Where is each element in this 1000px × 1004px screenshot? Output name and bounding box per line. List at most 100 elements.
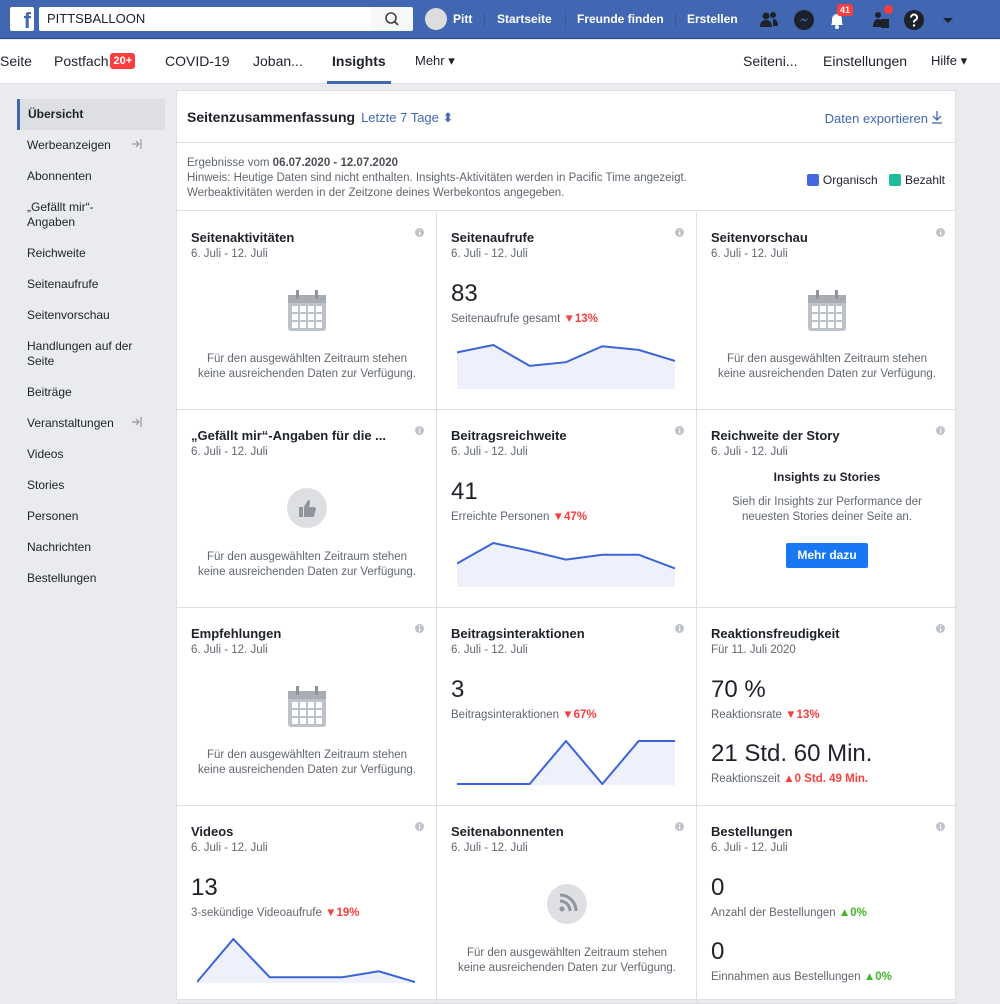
sidebar-item[interactable]: Bestellungen xyxy=(17,563,165,594)
sidebar-item-label: Beiträge xyxy=(27,385,72,399)
sparkline-chart xyxy=(457,542,675,587)
results-prefix: Ergebnisse vom xyxy=(187,157,270,169)
divider xyxy=(675,12,676,28)
metric-card: Videos 6. Juli - 12. Juli 13 3-sekündige Vi… xyxy=(177,806,437,1004)
calendar-icon xyxy=(287,686,327,728)
metric-card: Empfehlungen 6. Juli - 12. Juli Für den au… xyxy=(177,608,437,806)
pages-dot-badge xyxy=(884,5,893,14)
tab-hilfe[interactable]: Hilfe ▾ xyxy=(931,53,968,68)
find-friends-link[interactable]: Freunde finden xyxy=(577,12,664,26)
tab-einstellungen[interactable]: Einstellungen xyxy=(823,53,908,69)
info-icon[interactable] xyxy=(936,624,945,633)
change-indicator: ▲0% xyxy=(838,907,867,919)
card-date: 6. Juli - 12. Juli xyxy=(451,842,528,854)
profile-link[interactable]: Pitt xyxy=(453,12,473,26)
metric-label-text: 3-sekündige Videoaufrufe xyxy=(191,907,322,919)
external-link-icon xyxy=(131,416,143,428)
divider xyxy=(484,12,485,28)
sidebar-item[interactable]: Nachrichten xyxy=(17,532,165,563)
tab-postfach-label: Postfach xyxy=(54,53,109,69)
thumbs-up-icon xyxy=(287,488,327,530)
friend-requests-icon[interactable] xyxy=(758,9,780,31)
change-indicator: ▼13% xyxy=(785,709,820,721)
export-data-link[interactable]: Daten exportieren xyxy=(825,110,943,126)
info-icon[interactable] xyxy=(936,426,945,435)
sidebar-item[interactable]: Personen xyxy=(17,501,165,532)
tab-seiteninfo[interactable]: Seiteni... xyxy=(743,53,798,69)
tab-seite[interactable]: Seite xyxy=(0,53,32,69)
home-link[interactable]: Startseite xyxy=(497,12,552,26)
sidebar-item[interactable]: Abonnenten xyxy=(17,161,165,192)
sidebar-item[interactable]: Stories xyxy=(17,470,165,501)
metric-label-text: Seitenaufrufe gesamt xyxy=(451,313,561,325)
sidebar-item[interactable]: „Gefällt mir“-Angaben xyxy=(17,192,165,238)
tab-jobangebote[interactable]: Joban... xyxy=(253,53,303,69)
tab-postfach[interactable]: Postfach 20+ xyxy=(54,40,136,84)
metric-value: 0 xyxy=(711,874,725,901)
info-icon[interactable] xyxy=(415,822,424,831)
tab-mehr[interactable]: Mehr ▾ xyxy=(415,53,455,68)
sidebar-item-label: Abonnenten xyxy=(27,169,92,183)
info-icon[interactable] xyxy=(675,426,684,435)
legend-swatch-organic xyxy=(806,174,819,186)
search-input[interactable]: PITTSBALLOON xyxy=(39,7,371,31)
rss-icon xyxy=(547,884,587,926)
sidebar-item[interactable]: Seitenvorschau xyxy=(17,300,165,331)
insights-sidebar: Übersicht Werbeanzeigen Abonnenten „Gefällt… xyxy=(17,99,165,594)
facebook-logo-icon[interactable]: f xyxy=(10,7,34,31)
card-title: Seitenaufrufe xyxy=(451,230,535,245)
info-icon[interactable] xyxy=(415,624,424,633)
stories-heading: Insights zu Stories xyxy=(773,470,881,484)
export-label: Daten exportieren xyxy=(824,111,928,126)
info-icon[interactable] xyxy=(415,228,424,237)
more-button[interactable]: Mehr dazu xyxy=(786,543,868,568)
metric-label: Anzahl der Bestellungen ▲0% xyxy=(711,907,867,919)
metric-card: Beitragsinteraktionen 6. Juli - 12. Juli 3… xyxy=(437,608,697,806)
calendar-icon xyxy=(287,290,327,332)
sidebar-item[interactable]: Übersicht xyxy=(17,99,165,130)
notifications-icon[interactable] xyxy=(826,9,848,31)
card-title: Seitenaktivitäten xyxy=(191,230,295,245)
sidebar-item[interactable]: Seitenaufrufe xyxy=(17,269,165,300)
info-icon[interactable] xyxy=(675,624,684,633)
sidebar-item-label: Seitenaufrufe xyxy=(27,277,99,291)
pages-icon[interactable] xyxy=(870,9,892,31)
account-menu-chevron-icon[interactable] xyxy=(937,9,959,31)
date-range-select[interactable]: Letzte 7 Tage ⬍ xyxy=(361,110,454,125)
sidebar-item-label: Werbeanzeigen xyxy=(27,138,111,152)
info-icon[interactable] xyxy=(415,426,424,435)
sidebar-item[interactable]: Reichweite xyxy=(17,238,165,269)
sidebar-item-label: Videos xyxy=(27,447,64,461)
card-date: 6. Juli - 12. Juli xyxy=(451,248,528,260)
card-title: Videos xyxy=(191,824,234,839)
card-title: Beitragsreichweite xyxy=(451,428,567,443)
no-data-message: Für den ausgewählten Zeitraum stehen kei… xyxy=(197,551,416,578)
sidebar-item-label: Handlungen auf der Seite xyxy=(27,339,133,368)
card-date: 6. Juli - 12. Juli xyxy=(191,446,268,458)
avatar[interactable] xyxy=(425,8,447,30)
info-icon[interactable] xyxy=(675,822,684,831)
note-line-2: Werbeaktivitäten werden in der Zeitzone … xyxy=(187,187,565,199)
change-indicator: ▼13% xyxy=(563,313,598,325)
tab-insights[interactable]: Insights xyxy=(327,40,391,84)
sidebar-item[interactable]: Veranstaltungen xyxy=(17,408,165,439)
info-icon[interactable] xyxy=(936,822,945,831)
metric-label: Beitragsinteraktionen ▼67% xyxy=(451,709,597,721)
messenger-icon[interactable] xyxy=(793,9,815,31)
metric-value: 41 xyxy=(451,478,478,505)
info-icon[interactable] xyxy=(936,228,945,237)
metric-card: Reichweite der Story 6. Juli - 12. Juli In… xyxy=(697,410,957,608)
create-link[interactable]: Erstellen xyxy=(687,12,738,26)
sidebar-item[interactable]: Handlungen auf der Seite xyxy=(17,331,165,377)
sidebar-item[interactable]: Werbeanzeigen xyxy=(17,130,165,161)
metric-label-text: Reaktionsrate xyxy=(711,709,782,721)
help-icon[interactable] xyxy=(903,9,925,31)
search-button[interactable] xyxy=(371,7,413,31)
sidebar-item[interactable]: Videos xyxy=(17,439,165,470)
results-range: Ergebnisse vom 06.07.2020 - 12.07.2020 xyxy=(187,156,945,171)
card-title: Beitragsinteraktionen xyxy=(451,626,585,641)
info-icon[interactable] xyxy=(675,228,684,237)
sidebar-item[interactable]: Beiträge xyxy=(17,377,165,408)
tab-covid-19[interactable]: COVID-19 xyxy=(165,53,230,69)
metric-label-text: Reaktionszeit xyxy=(711,773,781,785)
